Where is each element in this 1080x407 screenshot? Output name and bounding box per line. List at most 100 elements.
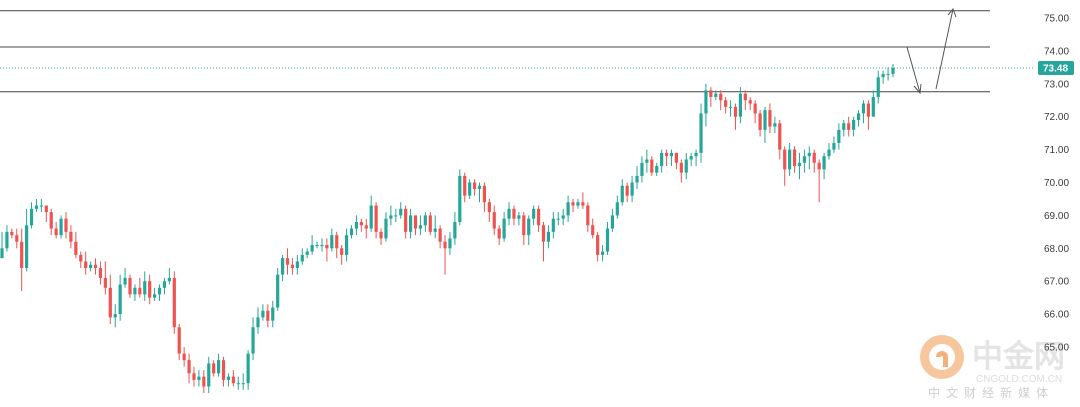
candle bbox=[64, 212, 68, 239]
candle-body bbox=[64, 218, 68, 232]
candle bbox=[157, 284, 162, 301]
candle-body bbox=[413, 215, 418, 229]
candle bbox=[384, 212, 388, 242]
candle bbox=[443, 235, 447, 275]
y-tick-label: 67.00 bbox=[1044, 277, 1069, 288]
candle bbox=[871, 90, 875, 117]
candle bbox=[20, 228, 24, 292]
y-tick-label: 66.00 bbox=[1044, 310, 1069, 321]
candle-body bbox=[276, 274, 280, 308]
candle bbox=[344, 228, 349, 262]
candle-body bbox=[856, 113, 861, 120]
candle bbox=[202, 370, 206, 394]
watermark-url: CNGOLD.COM.CN bbox=[976, 374, 1062, 385]
candle-body bbox=[837, 129, 841, 144]
trend-arrows bbox=[906, 8, 957, 95]
candle bbox=[492, 205, 496, 236]
candle bbox=[226, 373, 231, 387]
candle-body bbox=[93, 264, 98, 269]
candle-body bbox=[423, 215, 427, 226]
candle-body bbox=[581, 202, 585, 206]
candle bbox=[212, 360, 216, 377]
candle-body bbox=[502, 218, 506, 239]
candle-body bbox=[443, 241, 447, 249]
candle-body bbox=[236, 383, 240, 385]
price-axis: 75.00 74.00 73.00 72.00 71.00 70.00 69.00 68.00… bbox=[1038, 14, 1074, 354]
candle-body bbox=[871, 96, 875, 117]
candle bbox=[837, 123, 841, 150]
candle bbox=[0, 231, 4, 259]
candle-body bbox=[571, 202, 575, 206]
candle-body bbox=[610, 215, 615, 229]
candle-body bbox=[285, 258, 290, 265]
candle bbox=[763, 106, 767, 144]
candle bbox=[340, 245, 344, 265]
candle bbox=[477, 182, 482, 203]
candle bbox=[69, 225, 73, 249]
candle-body bbox=[221, 360, 226, 380]
candle bbox=[10, 228, 14, 239]
candle bbox=[59, 215, 63, 239]
candle bbox=[773, 116, 777, 134]
candle bbox=[527, 215, 531, 246]
candle-body bbox=[714, 93, 718, 97]
candle-body bbox=[827, 149, 831, 157]
candle-body bbox=[167, 277, 171, 282]
candle-body bbox=[133, 287, 137, 295]
candle bbox=[261, 304, 265, 321]
candle-body bbox=[153, 294, 157, 298]
candle bbox=[128, 274, 132, 298]
candle-body bbox=[783, 149, 787, 170]
candle bbox=[123, 268, 127, 288]
candle-body bbox=[54, 228, 58, 236]
candle bbox=[89, 261, 93, 272]
candle bbox=[724, 96, 728, 114]
candle bbox=[684, 152, 688, 180]
candle bbox=[738, 87, 742, 124]
candle-body bbox=[640, 162, 644, 176]
horizontal-levels bbox=[0, 10, 1034, 93]
candle bbox=[591, 218, 595, 239]
candle bbox=[172, 271, 176, 334]
candle-body bbox=[340, 248, 344, 255]
candle-body bbox=[689, 156, 693, 160]
candle-body bbox=[866, 103, 870, 117]
candle-body bbox=[807, 152, 811, 157]
candle bbox=[699, 103, 703, 163]
candle-body bbox=[5, 231, 9, 249]
candle-body bbox=[728, 106, 733, 108]
candle bbox=[625, 182, 629, 203]
candle bbox=[733, 103, 738, 130]
candle-body bbox=[231, 376, 235, 384]
candle bbox=[236, 376, 240, 390]
candle-body bbox=[197, 376, 201, 380]
candle bbox=[694, 149, 698, 167]
candle bbox=[827, 143, 831, 160]
y-tick-label: 73.00 bbox=[1044, 79, 1069, 90]
candle bbox=[153, 287, 157, 301]
candle-body bbox=[527, 218, 531, 236]
candle-body bbox=[591, 225, 595, 236]
watermark-logo-icon bbox=[920, 335, 964, 379]
candle bbox=[453, 212, 457, 246]
candle-body bbox=[103, 277, 107, 288]
candle-body bbox=[674, 152, 679, 163]
candle-body bbox=[330, 235, 334, 249]
candle-body bbox=[536, 208, 541, 226]
candle bbox=[748, 96, 752, 111]
candle-body bbox=[768, 110, 772, 127]
candle-body bbox=[625, 185, 629, 196]
candle-body bbox=[566, 202, 570, 216]
candle-body bbox=[472, 182, 477, 190]
candle-body bbox=[359, 221, 363, 226]
candle-body bbox=[532, 208, 536, 219]
candle bbox=[103, 261, 107, 295]
candle-body bbox=[861, 103, 866, 114]
candle-body bbox=[418, 225, 423, 229]
candle bbox=[655, 162, 659, 176]
candle bbox=[660, 149, 664, 173]
candle bbox=[246, 350, 250, 390]
candle-body bbox=[891, 68, 895, 74]
candle bbox=[709, 87, 713, 107]
